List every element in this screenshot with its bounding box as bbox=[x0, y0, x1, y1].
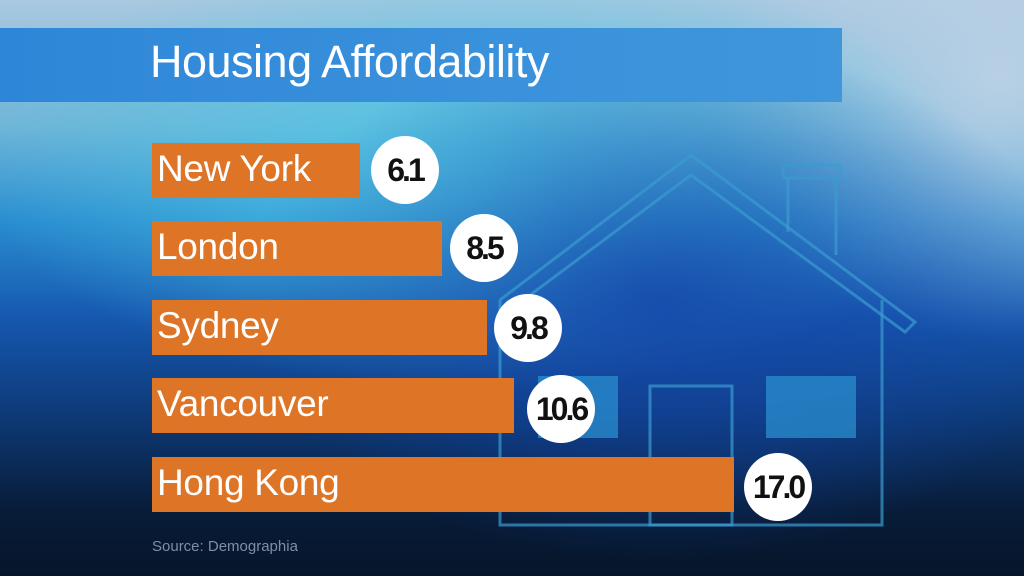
bar-label: New York bbox=[157, 148, 311, 189]
bar-london: London bbox=[152, 221, 442, 276]
chart-title: Housing Affordability bbox=[150, 36, 549, 87]
bar-sydney: Sydney bbox=[152, 300, 487, 355]
value-badge: 10.6 bbox=[527, 375, 595, 443]
bar-vancouver: Vancouver bbox=[152, 378, 514, 433]
bar-label: Sydney bbox=[157, 305, 279, 346]
bar-label: Hong Kong bbox=[157, 462, 340, 503]
bar-label: London bbox=[157, 226, 279, 267]
bar-label: Vancouver bbox=[157, 383, 329, 424]
value-badge: 6.1 bbox=[371, 136, 439, 204]
source-note: Source: Demographia bbox=[152, 538, 298, 555]
value-badge: 9.8 bbox=[494, 294, 562, 362]
title-banner bbox=[0, 28, 842, 102]
bar-hong-kong: Hong Kong bbox=[152, 457, 734, 512]
value-badge: 17.0 bbox=[744, 453, 812, 521]
value-badge: 8.5 bbox=[450, 214, 518, 282]
bar-new-york: New York bbox=[152, 143, 360, 198]
